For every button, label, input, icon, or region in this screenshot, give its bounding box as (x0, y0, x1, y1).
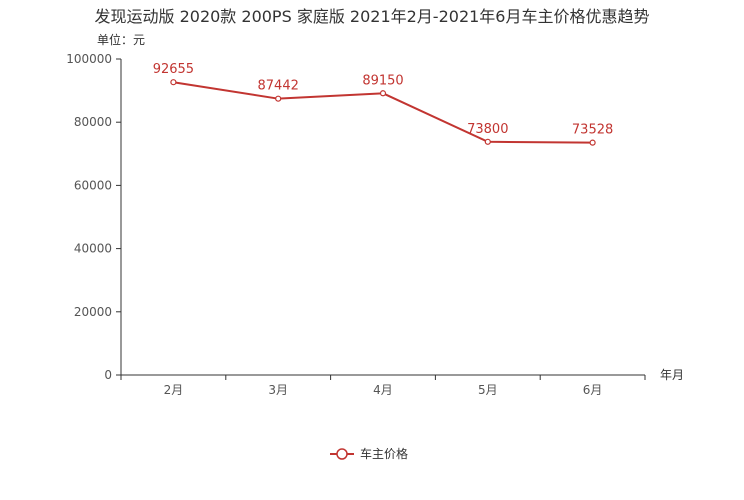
data-point[interactable] (379, 90, 387, 97)
data-point[interactable] (275, 95, 282, 102)
data-label: 87442 (258, 79, 299, 94)
legend-marker-icon (336, 448, 348, 460)
x-tick-label: 3月 (268, 383, 288, 397)
data-label: 73528 (572, 123, 613, 138)
y-tick-label: 0 (104, 368, 112, 382)
x-tick-label: 2月 (164, 383, 184, 397)
y-tick-label: 80000 (74, 115, 112, 129)
x-tick-label: 6月 (583, 383, 603, 397)
data-label: 89150 (362, 73, 403, 88)
data-point[interactable] (170, 79, 177, 86)
x-axis-label: 年月 (660, 368, 684, 382)
data-point[interactable] (484, 138, 491, 145)
y-tick-label: 20000 (74, 305, 112, 319)
legend-label: 车主价格 (360, 446, 408, 461)
y-axis-unit-label: 单位：元 (97, 32, 145, 47)
y-tick-label: 40000 (74, 242, 112, 256)
chart-title: 发现运动版 2020款 200PS 家庭版 2021年2月-2021年6月车主价… (95, 7, 650, 26)
legend[interactable]: 车主价格 (330, 446, 408, 461)
data-label: 73800 (467, 122, 508, 137)
series-layer: 92655 87442 89150 73800 73528 (153, 62, 613, 146)
y-axis: 0 20000 40000 60000 80000 100000 (66, 52, 122, 382)
x-axis: 2月 3月 4月 5月 6月 (120, 374, 646, 397)
x-tick-label: 5月 (478, 383, 498, 397)
data-label: 92655 (153, 62, 194, 77)
data-point[interactable] (589, 139, 596, 146)
y-tick-label: 60000 (74, 178, 112, 192)
x-tick-label: 4月 (373, 383, 393, 397)
y-tick-label: 100000 (66, 52, 112, 66)
